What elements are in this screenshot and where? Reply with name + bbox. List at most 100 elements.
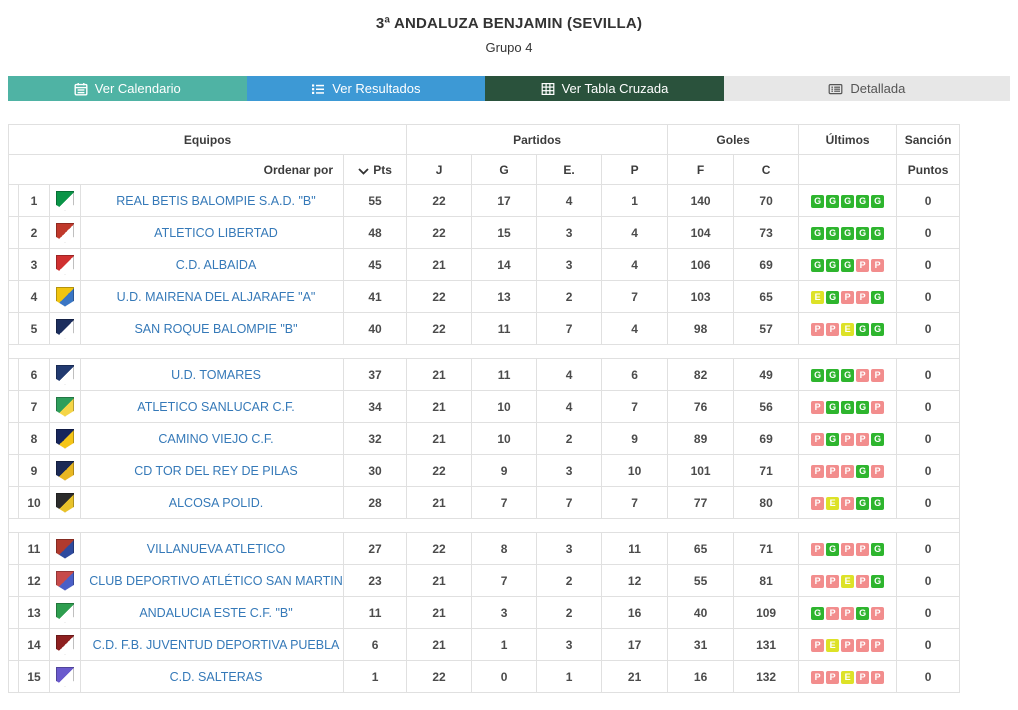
losses-cell: 7 (601, 390, 669, 423)
form-badge: G (826, 291, 840, 304)
sancion-cell: 0 (896, 280, 961, 313)
draws-cell: 4 (536, 390, 603, 423)
team-crest-icon (56, 602, 74, 623)
played-cell: 21 (406, 390, 473, 423)
team-crest-icon (56, 428, 74, 449)
tab-ver-resultados[interactable]: Ver Resultados (246, 76, 486, 101)
team-link[interactable]: CD TOR DEL REY DE PILAS (134, 463, 298, 478)
team-link[interactable]: C.D. SALTERAS (169, 669, 263, 684)
team-link[interactable]: U.D. MAIRENA DEL ALJARAFE "A" (116, 289, 316, 304)
team-link[interactable]: ATLETICO SANLUCAR C.F. (137, 399, 295, 414)
team-crest-icon (56, 396, 74, 417)
table-row: 9 CD TOR DEL REY DE PILAS 30 22 9 3 10 1… (8, 454, 961, 487)
draws-cell: 7 (536, 486, 603, 519)
tab-ver-tabla-cruzada[interactable]: Ver Tabla Cruzada (485, 76, 724, 101)
team-link[interactable]: ANDALUCIA ESTE C.F. "B" (139, 605, 293, 620)
col-p: P (601, 154, 669, 185)
table-row: 7 ATLETICO SANLUCAR C.F. 34 21 10 4 7 76… (8, 390, 961, 423)
position-cell: 3 (18, 248, 50, 281)
col-f: F (667, 154, 735, 185)
team-cell: C.D. ALBAIDA (80, 248, 344, 281)
team-link[interactable]: CLUB DEPORTIVO ATLÉTICO SAN MARTIN (89, 573, 343, 588)
wins-cell: 13 (471, 280, 538, 313)
losses-cell: 16 (601, 596, 669, 629)
sancion-cell: 0 (896, 184, 961, 217)
crest-cell (49, 532, 81, 565)
played-cell: 22 (406, 184, 473, 217)
form-badge: P (856, 259, 870, 272)
team-link[interactable]: ATLETICO LIBERTAD (154, 225, 278, 240)
tab-ver-calendario[interactable]: Ver Calendario (8, 76, 247, 101)
form-badge: G (871, 291, 885, 304)
team-link[interactable]: REAL BETIS BALOMPIE S.A.D. "B" (116, 193, 316, 208)
pts-cell: 1 (342, 660, 408, 693)
losses-cell: 6 (601, 358, 669, 391)
table-row: 8 CAMINO VIEJO C.F. 32 21 10 2 9 89 69 P… (8, 422, 961, 455)
equipos-header: Equipos (7, 124, 408, 155)
table-row: 12 CLUB DEPORTIVO ATLÉTICO SAN MARTIN 23… (8, 564, 961, 597)
team-link[interactable]: VILLANUEVA ATLETICO (146, 541, 286, 556)
team-link[interactable]: SAN ROQUE BALOMPIE "B" (134, 321, 298, 336)
goals-against-cell: 81 (733, 564, 800, 597)
wins-cell: 17 (471, 184, 538, 217)
losses-cell: 1 (601, 184, 669, 217)
losses-cell: 17 (601, 628, 669, 661)
goals-for-cell: 140 (667, 184, 735, 217)
form-badge: P (811, 575, 825, 588)
list-alt-icon (828, 82, 843, 96)
tab-label: Ver Tabla Cruzada (561, 81, 669, 96)
sancion-cell: 0 (896, 422, 961, 455)
sancion-cell: 0 (896, 564, 961, 597)
sancion-cell: 0 (896, 248, 961, 281)
sancion-cell: 0 (896, 312, 961, 345)
team-crest-icon (56, 492, 74, 513)
played-cell: 22 (406, 454, 473, 487)
form-badge: P (826, 465, 840, 478)
losses-cell: 7 (601, 486, 669, 519)
form-badge: G (871, 227, 885, 240)
team-link[interactable]: CAMINO VIEJO C.F. (158, 431, 274, 446)
form-badge: G (841, 259, 855, 272)
crest-cell (49, 628, 81, 661)
pts-cell: 45 (342, 248, 408, 281)
tab-label: Ver Calendario (94, 81, 181, 96)
sort-by-pts[interactable]: Pts (342, 154, 408, 185)
form-badge: P (811, 465, 825, 478)
position-cell: 11 (18, 532, 50, 565)
form-badge: P (871, 639, 885, 652)
team-link[interactable]: U.D. TOMARES (171, 367, 261, 382)
team-crest-icon (56, 460, 74, 481)
goals-against-cell: 131 (733, 628, 800, 661)
form-badge: P (856, 671, 870, 684)
sancion-cell: 0 (896, 596, 961, 629)
form-badge: P (871, 401, 885, 414)
team-link[interactable]: C.D. ALBAIDA (175, 257, 257, 272)
crest-cell (49, 248, 81, 281)
team-cell: ATLETICO SANLUCAR C.F. (80, 390, 344, 423)
goals-for-cell: 101 (667, 454, 735, 487)
group-separator (7, 344, 961, 359)
form-badge: P (841, 543, 855, 556)
page-title: 3ª ANDALUZA BENJAMIN (SEVILLA) (375, 15, 643, 32)
wins-cell: 8 (471, 532, 538, 565)
row-spacer-cell (8, 532, 19, 565)
row-spacer-cell (8, 422, 19, 455)
sancion-cell: 0 (896, 454, 961, 487)
team-cell: U.D. TOMARES (80, 358, 344, 391)
crest-cell (49, 660, 81, 693)
goals-for-cell: 40 (667, 596, 735, 629)
losses-cell: 4 (601, 248, 669, 281)
team-link[interactable]: C.D. F.B. JUVENTUD DEPORTIVA PUEBLA (92, 637, 340, 652)
form-badge: P (811, 323, 825, 336)
tab-detallada[interactable]: Detallada (723, 76, 1011, 101)
goals-for-cell: 82 (667, 358, 735, 391)
goles-header: Goles (667, 124, 800, 155)
crest-cell (49, 312, 81, 345)
team-link[interactable]: ALCOSA POLID. (168, 495, 264, 510)
losses-cell: 9 (601, 422, 669, 455)
form-badge: P (841, 607, 855, 620)
form-badge: P (856, 639, 870, 652)
played-cell: 21 (406, 248, 473, 281)
